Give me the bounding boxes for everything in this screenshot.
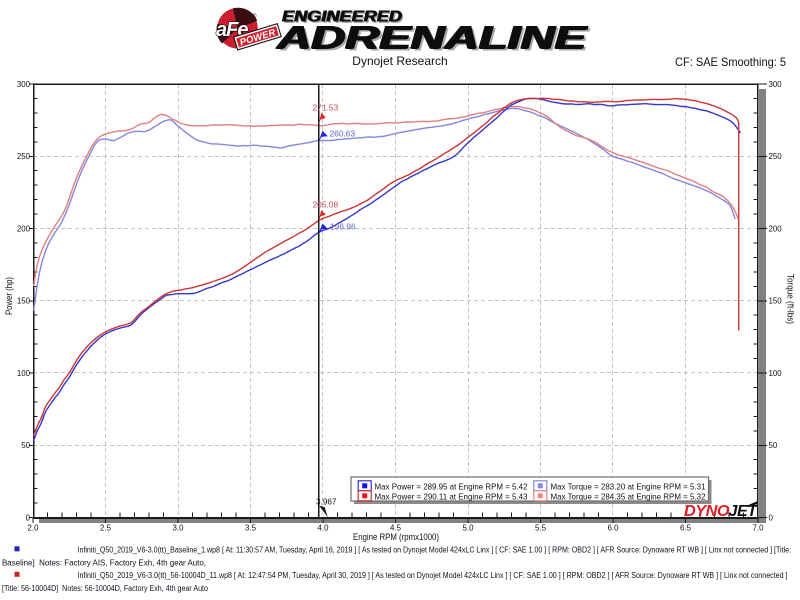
svg-text:7.0: 7.0 [753,524,765,533]
svg-text:5.5: 5.5 [535,524,547,533]
svg-text:Max Torque = 284.35 at Engine: Max Torque = 284.35 at Engine RPM = 5.32 [551,491,706,501]
svg-text:ADRENALINE: ADRENALINE [276,20,589,56]
svg-text:JET: JET [729,503,759,520]
svg-text:0: 0 [26,513,31,522]
svg-text:196.96: 196.96 [330,221,356,231]
svg-text:2.0: 2.0 [28,524,40,533]
svg-text:6.5: 6.5 [680,524,692,533]
svg-text:100: 100 [17,369,31,378]
svg-text:271.53: 271.53 [313,103,339,113]
svg-text:3.0: 3.0 [173,524,185,533]
svg-text:150: 150 [17,297,31,306]
svg-text:Dynojet Research: Dynojet Research [352,54,447,68]
svg-text:Torque (ft-lbs): Torque (ft-lbs) [786,274,796,324]
svg-text:50: 50 [769,441,778,450]
svg-text:6.0: 6.0 [608,524,620,533]
svg-text:50: 50 [21,441,30,450]
svg-text:200: 200 [769,224,783,233]
svg-text:Power (hp): Power (hp) [4,277,14,315]
svg-text:Max Torque = 283.20 at Engine: Max Torque = 283.20 at Engine RPM = 5.31 [551,481,706,491]
svg-text:100: 100 [769,369,783,378]
svg-text:CF: SAE Smoothing: 5: CF: SAE Smoothing: 5 [675,55,786,69]
svg-text:0: 0 [769,513,774,522]
svg-text:260.63: 260.63 [330,128,356,138]
svg-text:300: 300 [769,80,783,89]
svg-text:4.5: 4.5 [390,524,402,533]
svg-text:Infiniti_Q50_2019_V6-3.0(tt)_5: Infiniti_Q50_2019_V6-3.0(tt)_56-10004D_1… [78,571,788,580]
svg-text:5.0: 5.0 [463,524,475,533]
svg-text:200: 200 [17,224,31,233]
svg-text:300: 300 [17,80,31,89]
svg-text:DYNO: DYNO [684,503,729,520]
svg-text:Max Power = 289.95 at Engine R: Max Power = 289.95 at Engine RPM = 5.42 [375,481,528,491]
svg-text:2.5: 2.5 [100,524,112,533]
svg-text:3.967: 3.967 [316,498,337,507]
svg-text:4.0: 4.0 [318,524,330,533]
svg-text:ENGINEERED: ENGINEERED [282,9,402,26]
svg-text:[Title: 56-10004D] Notes: 56-: [Title: 56-10004D] Notes: 56-10004D, Fac… [2,584,208,593]
svg-text:Infiniti_Q50_2019_V6-3.0(tt)_B: Infiniti_Q50_2019_V6-3.0(tt)_Baseline_1.… [78,545,792,554]
svg-text:Engine RPM (rpmx1000): Engine RPM (rpmx1000) [353,532,439,542]
svg-text:3.5: 3.5 [245,524,257,533]
svg-text:250: 250 [17,152,31,161]
svg-text:Max Power = 290.11 at Engine R: Max Power = 290.11 at Engine RPM = 5.43 [375,491,528,501]
svg-text:150: 150 [769,297,783,306]
svg-text:®: ® [252,13,257,20]
svg-text:Baseline] Notes: Factory AIS,: Baseline] Notes: Factory AIS, Factory Ex… [2,559,206,568]
svg-text:205.08: 205.08 [313,199,339,209]
svg-text:250: 250 [769,152,783,161]
